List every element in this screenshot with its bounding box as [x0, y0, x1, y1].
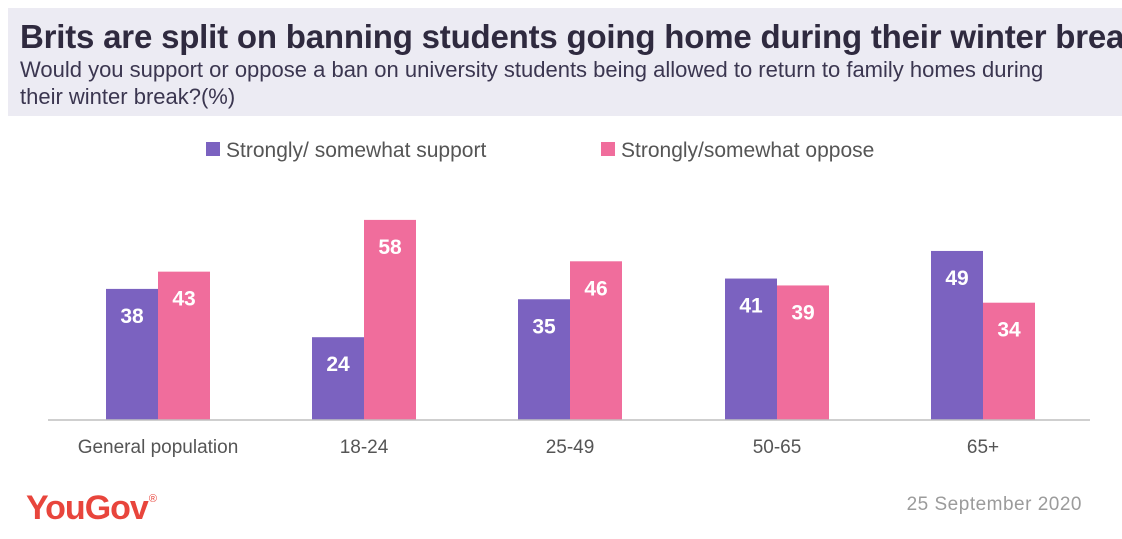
bar-support-3	[725, 278, 777, 420]
bar-oppose-3	[777, 285, 829, 420]
chart-subtitle: Would you support or oppose a ban on uni…	[20, 57, 1044, 109]
category-label-3: 50-65	[753, 437, 802, 458]
bar-oppose-1	[364, 219, 416, 420]
category-label-0: General population	[78, 437, 239, 458]
data-label-oppose-4: 34	[997, 319, 1021, 342]
data-label-oppose-3: 39	[791, 301, 814, 324]
category-label-1: 18-24	[340, 437, 389, 458]
logo-text: YouGov	[26, 489, 149, 527]
category-label-2: 25-49	[546, 437, 595, 458]
data-label-support-1: 24	[326, 353, 350, 376]
data-label-oppose-0: 43	[172, 288, 195, 311]
legend-label-support: Strongly/ somewhat support	[226, 139, 486, 162]
data-label-oppose-1: 58	[378, 236, 402, 259]
data-label-support-3: 41	[739, 295, 763, 318]
bar-support-1	[312, 337, 364, 420]
header-panel: Brits are split on banning students goin…	[8, 8, 1122, 116]
category-label-4: 65+	[967, 437, 999, 458]
legend-swatch-support	[206, 142, 220, 156]
data-label-support-0: 38	[120, 305, 144, 328]
bar-support-4	[931, 250, 983, 420]
bar-support-0	[106, 288, 158, 420]
yougov-logo: YouGov®	[26, 489, 157, 528]
bar-oppose-0	[158, 271, 210, 420]
data-label-support-4: 49	[945, 267, 968, 290]
legend-label-oppose: Strongly/somewhat oppose	[621, 139, 874, 162]
registered-mark: ®	[148, 493, 157, 505]
data-label-support-2: 35	[532, 315, 556, 338]
bar-oppose-4	[983, 302, 1035, 420]
legend-swatch-oppose	[601, 142, 615, 156]
publication-date: 25 September 2020	[906, 494, 1082, 515]
data-label-oppose-2: 46	[584, 277, 607, 300]
bar-support-2	[518, 299, 570, 420]
chart-title: Brits are split on banning students goin…	[20, 18, 1122, 55]
bar-oppose-2	[570, 261, 622, 420]
